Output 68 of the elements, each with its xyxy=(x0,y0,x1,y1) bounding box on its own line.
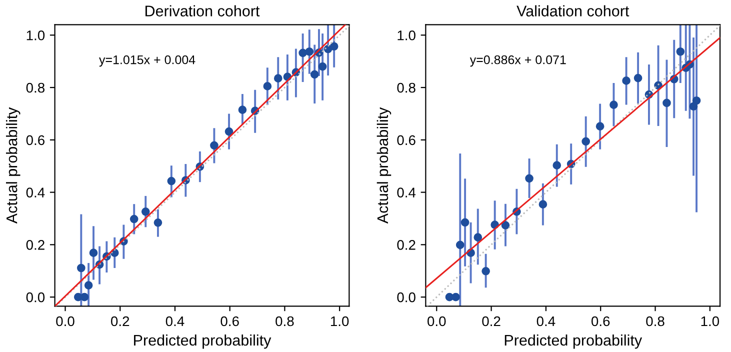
point xyxy=(610,100,618,109)
y-tick-label: 0.8 xyxy=(397,82,416,93)
x-tick-label: 0.4 xyxy=(166,316,184,326)
point xyxy=(552,161,562,170)
x-axis-title: Predicted probability xyxy=(504,334,642,349)
annotation: y=1.015x + 0.004 xyxy=(99,55,196,67)
y-tick-label: 0.0 xyxy=(397,292,416,302)
point xyxy=(501,221,510,230)
point xyxy=(154,218,162,227)
chart-title: Derivation cohort xyxy=(146,5,260,16)
point xyxy=(224,127,234,136)
point xyxy=(210,141,218,150)
point xyxy=(525,174,534,183)
point xyxy=(305,47,314,56)
point xyxy=(538,200,548,209)
point xyxy=(482,266,490,276)
y-tick-label: 0.4 xyxy=(26,188,45,198)
x-tick-label: 0.8 xyxy=(276,316,294,326)
point xyxy=(80,292,89,302)
y-tick-label: 0.0 xyxy=(26,292,45,302)
x-tick-label: 1.0 xyxy=(701,316,720,326)
point xyxy=(474,233,482,242)
y-axis-title: Actual probability xyxy=(376,107,392,224)
x-tick-label: 0.6 xyxy=(591,316,610,326)
point xyxy=(298,48,307,58)
point xyxy=(456,240,464,250)
point xyxy=(89,248,98,257)
y-tick-label: 0.2 xyxy=(26,240,44,250)
x-tick-label: 0.4 xyxy=(536,316,556,326)
point xyxy=(662,98,671,108)
point xyxy=(622,76,630,85)
point xyxy=(582,137,590,146)
x-tick-label: 0.6 xyxy=(220,316,239,326)
y-tick-label: 1.0 xyxy=(26,30,45,40)
y-tick-label: 0.6 xyxy=(26,135,44,146)
chart-title: Validation cohort xyxy=(516,5,630,16)
x-tick-label: 0.2 xyxy=(111,316,130,326)
point xyxy=(263,82,272,90)
annotation: y=0.886x + 0.071 xyxy=(470,55,566,67)
x-axis-title: Predicted probability xyxy=(134,334,272,349)
point xyxy=(596,122,604,130)
y-tick-label: 0.2 xyxy=(397,240,416,250)
point xyxy=(141,208,150,216)
point xyxy=(692,96,701,105)
point xyxy=(130,214,138,224)
point xyxy=(84,281,93,290)
point xyxy=(452,292,460,302)
point xyxy=(76,264,86,272)
x-tick-label: 0.2 xyxy=(482,316,500,326)
point xyxy=(689,102,698,111)
point xyxy=(274,74,282,83)
x-tick-label: 1.0 xyxy=(330,316,349,326)
point xyxy=(460,218,470,227)
y-tick-label: 0.8 xyxy=(26,82,44,93)
point xyxy=(310,70,319,79)
y-tick-label: 1.0 xyxy=(398,30,416,40)
y-tick-label: 0.6 xyxy=(397,135,416,146)
x-tick-label: 0.0 xyxy=(428,316,446,326)
point xyxy=(330,42,338,51)
point xyxy=(676,47,685,56)
point xyxy=(318,62,327,71)
point xyxy=(238,106,247,114)
x-tick-label: 0.0 xyxy=(56,316,74,326)
y-tick-label: 0.4 xyxy=(397,188,416,198)
x-tick-label: 0.8 xyxy=(646,316,664,326)
y-axis-title: Actual probability xyxy=(6,107,20,224)
point xyxy=(634,74,642,82)
point xyxy=(167,176,176,186)
